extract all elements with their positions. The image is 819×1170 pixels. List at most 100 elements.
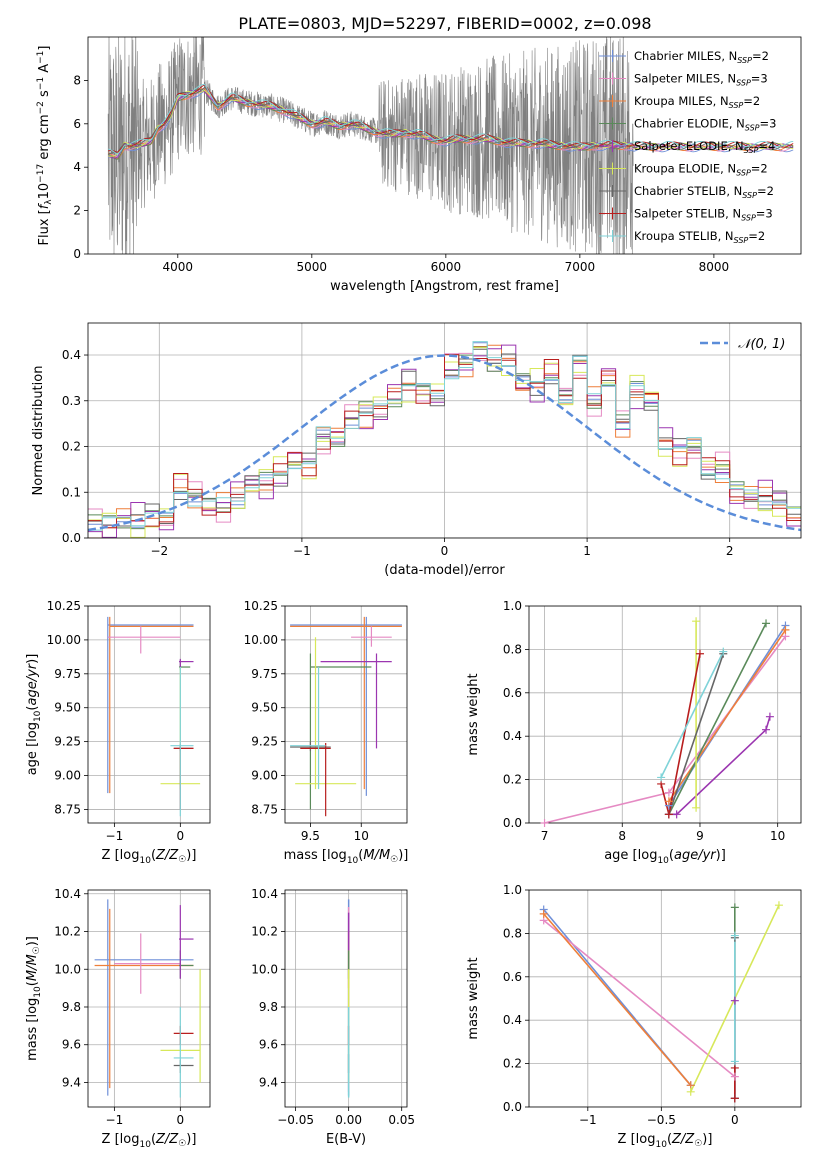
y-tick-label: 10.25 [244,599,278,613]
x-tick-label: 4000 [163,260,194,274]
data-point-marker [730,1057,739,1066]
y-tick-label: 0.8 [503,926,522,940]
y-tick-label: 0.3 [62,394,81,408]
x-axis-label: (data-model)/error [384,563,505,578]
y-tick-label: 9.6 [62,1038,81,1052]
y-tick-label: 0.2 [503,1057,522,1071]
y-tick-label: 2 [73,204,81,218]
plot-area [107,37,794,254]
panel-weight-vs-Z: −1 −0.5 0 0.0 0.2 0.4 0.6 0.8 1.0 Z [log10(Z/Z☉)]… [466,883,802,1150]
y-tick-label: 1.0 [503,883,522,897]
panel-mass-vs-Z: −1 0 9.4 9.6 9.8 10.0 10.2 10.4 Z [log10(Z/Z☉)] m… [25,887,211,1150]
data-point-marker [762,725,771,734]
panel-age-vs-mass: 9.5 10 8.75 9.00 9.25 9.50 9.75 10.00 10.25 mass … [244,599,409,866]
series-line [668,629,787,802]
panel-spectrum: 4000 5000 6000 7000 8000 0 2 4 6 8 wavelength [Ang… [36,36,802,294]
axes-frame [87,322,802,539]
legend-entry: Chabrier MILES, NSSP=2 [634,49,769,65]
x-tick-label: 2 [726,544,734,558]
legend-entry: Kroupa STELIB, NSSP=2 [634,229,765,245]
legend-entry: Kroupa MILES, NSSP=2 [634,94,760,110]
x-tick-label: 10 [770,829,785,843]
model-line [108,84,794,153]
data-point-marker [539,909,548,918]
panel-age-vs-Z: −1 0 8.75 9.00 9.25 9.50 9.75 10.00 10.25 Z [log1… [25,599,211,866]
y-axis-label: Flux [fλ10−17 erg cm−2 s−1 A−1] [36,46,54,246]
panel-mass-vs-EBV: −0.05 0.00 0.05 9.4 9.6 9.8 10.0 10.2 10.4 E(B-V) [251,887,415,1147]
plot-area [285,606,407,823]
y-tick-label: 10.2 [54,925,81,939]
x-axis-label: E(B-V) [326,1132,366,1147]
x-tick-label: 8000 [699,260,730,274]
legend-entry: Salpeter MILES, NSSP=3 [634,72,768,88]
data-point-marker [664,788,673,797]
plot-area [88,323,801,538]
axes-frame [528,605,802,824]
y-tick-label: 9.00 [251,769,278,783]
legend-entry: Chabrier ELODIE, NSSP=3 [634,117,776,133]
x-axis-label: age [log10(age/yr)] [604,848,726,866]
y-tick-label: 9.4 [62,1075,81,1089]
panel-weight-vs-age: 7 8 9 10 0.0 0.2 0.4 0.6 0.8 1.0 age [log10(age/yr… [466,599,802,866]
y-axis-label: Normed distribution [31,366,46,496]
y-tick-label: 9.00 [54,769,81,783]
y-tick-label: 10.00 [244,633,278,647]
y-tick-label: 0.2 [62,440,81,454]
figure-title: PLATE=0803, MJD=52297, FIBERID=0002, z=0… [238,14,651,33]
series-line [543,919,736,1078]
series-line [544,635,787,823]
y-tick-label: 9.4 [259,1075,278,1089]
x-tick-label: −2 [150,544,168,558]
y-tick-label: 9.25 [251,735,278,749]
y-tick-label: 0.6 [503,970,522,984]
legend-entry: Salpeter ELODIE, NSSP=4 [634,139,775,155]
data-point-marker [672,810,681,819]
y-tick-label: 10.0 [54,962,81,976]
y-tick-label: 10.2 [251,925,278,939]
legend-entry: Kroupa ELODIE, NSSP=2 [634,162,768,178]
y-tick-label: 10.25 [47,599,81,613]
x-axis-label: Z [log10(Z/Z☉)] [618,1132,713,1150]
x-tick-label: 8 [618,829,626,843]
y-tick-label: 9.6 [259,1038,278,1052]
x-tick-label: 10 [354,829,369,843]
y-tick-label: 0.8 [503,642,522,656]
y-tick-label: 0 [73,247,81,261]
data-point-marker [765,712,774,721]
y-axis-label: age [log10(age/yr)] [25,654,43,776]
y-tick-label: 10.4 [54,887,81,901]
data-point-marker [719,647,728,656]
y-tick-label: 0.4 [503,729,522,743]
x-tick-label: 9.5 [301,829,320,843]
x-tick-label: 0.00 [335,1113,362,1127]
data-point-marker [692,803,701,812]
data-point-marker [664,810,673,819]
data-spectrum-line [107,37,634,254]
y-axis-label: mass [log10(M/M☉)] [25,936,43,1061]
y-tick-label: 8.75 [54,802,81,816]
x-tick-label: 7 [541,829,549,843]
plot-area [88,890,210,1107]
series-line [668,623,767,815]
data-point-marker [762,619,771,628]
x-axis-label: Z [log10(Z/Z☉)] [102,848,197,866]
axes-frame [87,605,211,824]
x-tick-label: 9 [696,829,704,843]
legend: Chabrier MILES, NSSP=2 Salpeter MILES, NS… [599,49,776,245]
y-axis-label: mass weight [466,673,481,755]
x-tick-label: 0 [177,1113,185,1127]
plot-area [529,890,801,1107]
y-tick-label: 8.75 [251,802,278,816]
axes-frame [284,889,408,1108]
y-tick-label: 10.4 [251,887,278,901]
data-point-marker [664,797,673,806]
y-tick-label: 0.0 [62,531,81,545]
data-point-marker [781,625,790,634]
legend-entry: Salpeter STELIB, NSSP=3 [634,207,773,223]
data-point-marker [730,903,739,912]
x-axis-label: Z [log10(Z/Z☉)] [102,1132,197,1150]
y-tick-label: 0.6 [503,686,522,700]
y-tick-label: 10.00 [47,633,81,647]
x-tick-label: 0 [731,1113,739,1127]
